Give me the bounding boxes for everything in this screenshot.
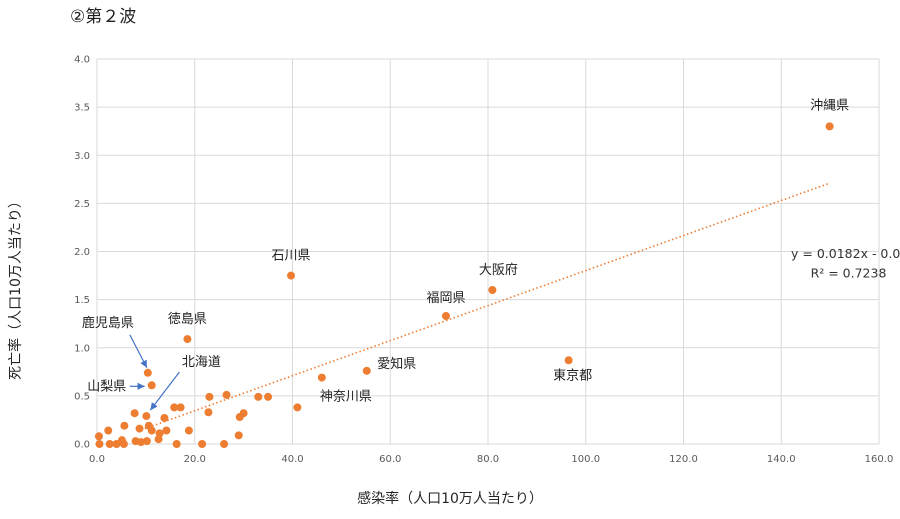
data-point (204, 408, 213, 417)
data-point (147, 381, 156, 390)
data-point (172, 440, 181, 448)
callout-arrow (149, 371, 180, 411)
y-tick-label: 4.0 (74, 55, 90, 66)
data-point (287, 271, 296, 280)
data-point (825, 122, 834, 131)
data-point (95, 440, 104, 448)
point-label: 神奈川県 (320, 390, 372, 405)
y-tick-label: 3.0 (74, 151, 90, 162)
data-point (222, 390, 231, 399)
x-tick-label: 40.0 (281, 454, 303, 465)
data-point (234, 431, 243, 440)
x-tick-label: 80.0 (477, 454, 499, 465)
data-point (142, 412, 151, 421)
data-point (441, 311, 450, 320)
data-point (147, 426, 156, 435)
data-point (154, 435, 163, 444)
data-point (264, 392, 273, 401)
point-label: 北海道 (182, 355, 221, 370)
x-tick-label: 160.0 (865, 454, 894, 465)
data-point (160, 414, 169, 423)
point-label: 山梨県 (87, 379, 126, 394)
y-tick-label: 1.5 (74, 295, 90, 306)
y-tick-label: 1.0 (74, 343, 90, 354)
data-point (94, 432, 103, 441)
data-point (317, 373, 326, 382)
trendline (140, 182, 831, 431)
data-point (293, 403, 302, 412)
trendline-r-squared: R² = 0.7238 (811, 265, 887, 280)
data-point (254, 392, 263, 401)
y-tick-label: 0.5 (74, 391, 90, 402)
data-point (119, 440, 128, 448)
point-label: 福岡県 (426, 291, 465, 306)
point-label: 愛知県 (377, 356, 416, 372)
data-point (120, 421, 129, 430)
data-point (170, 403, 179, 412)
y-tick-label: 0.0 (74, 440, 90, 451)
y-tick-label: 2.0 (74, 247, 90, 258)
y-tick-label: 3.5 (74, 103, 90, 114)
x-tick-label: 60.0 (379, 454, 401, 465)
x-tick-label: 100.0 (571, 454, 600, 465)
x-tick-label: 140.0 (767, 454, 796, 465)
data-point (143, 368, 152, 377)
x-tick-label: 20.0 (184, 454, 206, 465)
data-point (136, 438, 145, 447)
x-tick-label: 0.0 (89, 454, 105, 465)
data-point (184, 426, 193, 435)
point-label: 石川県 (272, 249, 311, 264)
data-point (104, 426, 113, 435)
x-axis-label: 感染率（人口10万人当たり） (357, 491, 543, 507)
y-tick-label: 2.5 (74, 199, 90, 210)
data-point (488, 286, 497, 294)
data-point (105, 440, 114, 448)
chart-title: ②第２波 (70, 7, 137, 27)
point-label: 大阪府 (479, 263, 518, 278)
data-point (183, 335, 192, 344)
data-point (162, 426, 171, 435)
point-label: 東京都 (553, 367, 592, 383)
data-point (220, 440, 229, 448)
data-point (130, 409, 139, 418)
callout-arrow (129, 334, 148, 369)
point-label: 鹿児島県 (82, 315, 134, 331)
point-label: 沖縄県 (810, 98, 849, 113)
trendline-equation: y = 0.0182x - 0.0182 (791, 246, 900, 261)
point-label: 徳島県 (168, 312, 207, 327)
data-point (142, 437, 151, 446)
data-point (176, 403, 185, 412)
x-tick-label: 120.0 (669, 454, 698, 465)
data-point (564, 356, 573, 365)
data-point (198, 440, 207, 448)
data-point (362, 366, 371, 375)
data-point (135, 424, 144, 433)
data-point (235, 413, 244, 422)
data-point (205, 392, 214, 401)
